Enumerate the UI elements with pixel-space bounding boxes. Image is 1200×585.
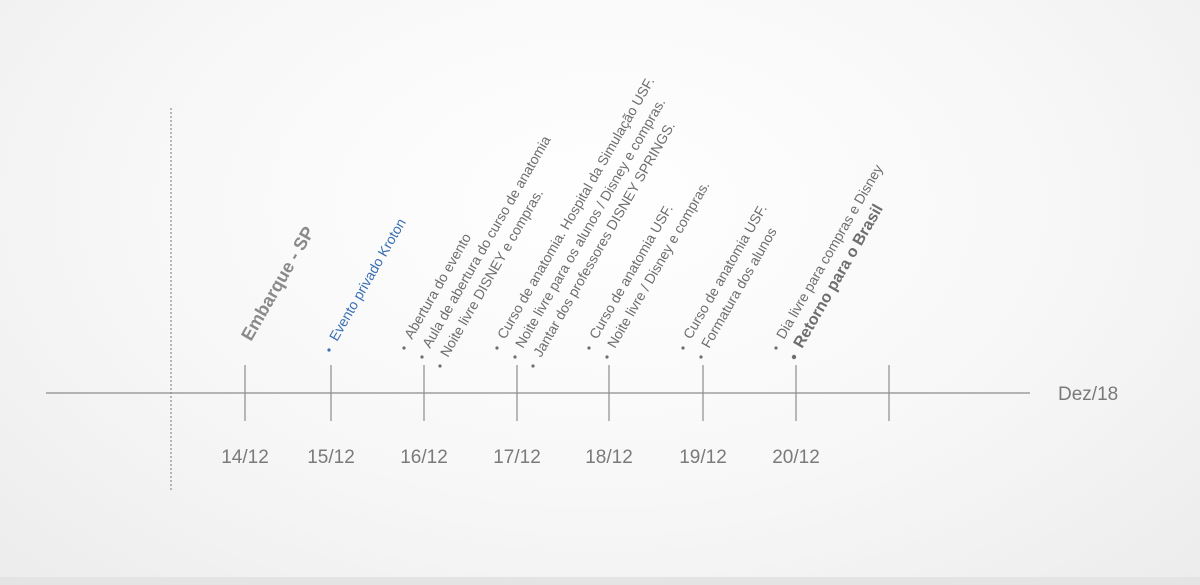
bullet-dot [513, 355, 517, 359]
bullet-dot [495, 346, 499, 350]
date-label: 15/12 [307, 447, 355, 468]
date-label: 19/12 [679, 447, 727, 468]
date-label: 20/12 [772, 447, 820, 468]
event-label: Noite livre para os alunos / Disney e co… [512, 95, 669, 350]
bullet-dot [402, 346, 406, 350]
bullet-dot [605, 355, 609, 359]
bullet-dot [791, 354, 797, 360]
event-label: Embarque - SP [237, 223, 318, 344]
bottom-strip [0, 577, 1200, 585]
month-label: Dez/18 [1058, 384, 1118, 405]
date-label: 18/12 [585, 447, 633, 468]
event-label: Dia livre para compras e Disney [773, 162, 886, 342]
timeline-day: 15/12 Evento privado Kroton [307, 216, 409, 468]
bullet-dot [531, 364, 535, 368]
date-label: 14/12 [221, 447, 269, 468]
bullet-dot [420, 355, 424, 359]
bullet-dot [438, 364, 442, 368]
event-label: Evento privado Kroton [326, 216, 409, 344]
bullet-dot [681, 346, 685, 350]
bullet-dot [774, 346, 778, 350]
date-label: 16/12 [400, 447, 448, 468]
bullet-dot [699, 355, 703, 359]
bullet-dot [327, 348, 331, 352]
bullet-dot [587, 346, 591, 350]
timeline-day: 14/12 Embarque - SP [221, 223, 318, 468]
date-label: 17/12 [493, 447, 541, 468]
